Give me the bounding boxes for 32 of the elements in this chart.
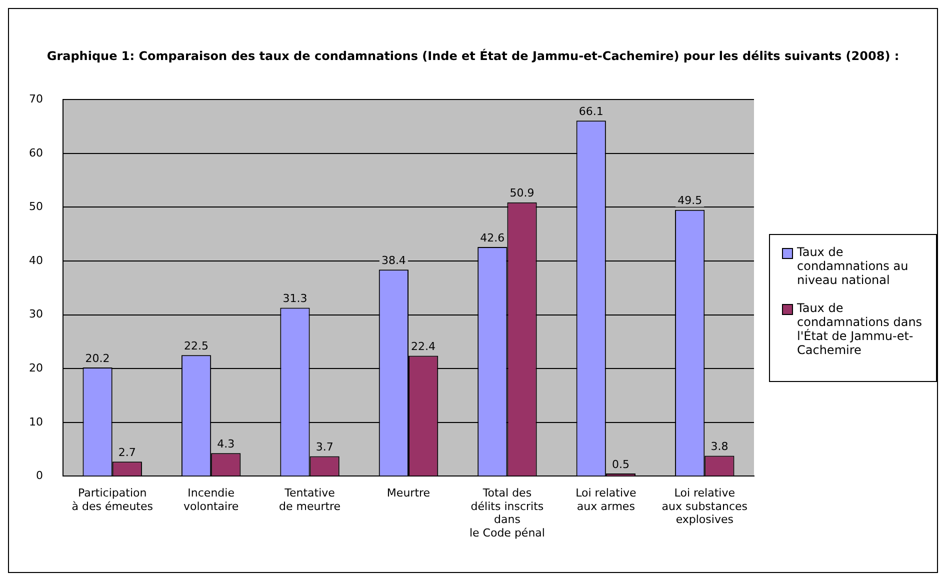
data-label: 49.5: [678, 194, 702, 208]
y-tick-label: 70: [28, 92, 43, 106]
y-tick-label: 50: [28, 200, 43, 214]
y-tick-label: 0: [36, 469, 43, 482]
data-label: 42.6: [480, 231, 505, 244]
data-label: 2.7: [118, 446, 136, 460]
y-tick-label: 30: [28, 308, 43, 321]
x-tick-label: Meurtre: [386, 486, 430, 500]
data-label: 20.2: [85, 352, 110, 365]
x-tick-label: Loi relative aux armes: [576, 486, 637, 513]
y-tick-label: 10: [28, 415, 43, 428]
x-tick-label: Incendie volontaire: [183, 486, 239, 513]
data-label: 22.4: [411, 340, 436, 354]
data-label: 50.9: [510, 186, 534, 200]
data-label: 0.5: [612, 458, 630, 471]
data-label: 31.3: [282, 292, 308, 306]
chart-title: Graphique 1: Comparaison des taux de condamnations (Inde et État de Jammu-et-Cachemire) pour les délits suivants (2008) :: [46, 49, 900, 63]
y-tick-label: 60: [28, 146, 43, 160]
x-tick-label: Participation à des émeutes: [72, 486, 154, 513]
y-tick-label: 40: [28, 254, 43, 267]
x-tick-label: Total des délits inscrits dans le Code pénal: [469, 486, 545, 540]
x-tick-label: Tentative de meurtre: [278, 486, 341, 513]
data-label: 38.4: [381, 254, 406, 267]
x-tick-label: Loi relative aux substances explosives: [662, 486, 748, 526]
y-tick-label: 20: [28, 361, 43, 374]
data-label: 3.7: [316, 440, 334, 454]
data-label: 3.8: [710, 440, 728, 454]
data-label: 22.5: [184, 340, 209, 353]
legend-label: Taux de condamnations dans l'État de Jammu-et-Cachemire: [797, 301, 924, 357]
data-label: 4.3: [217, 437, 235, 450]
legend-label: Taux de condamnations au niveau national: [797, 245, 910, 287]
data-label: 66.1: [578, 104, 604, 118]
